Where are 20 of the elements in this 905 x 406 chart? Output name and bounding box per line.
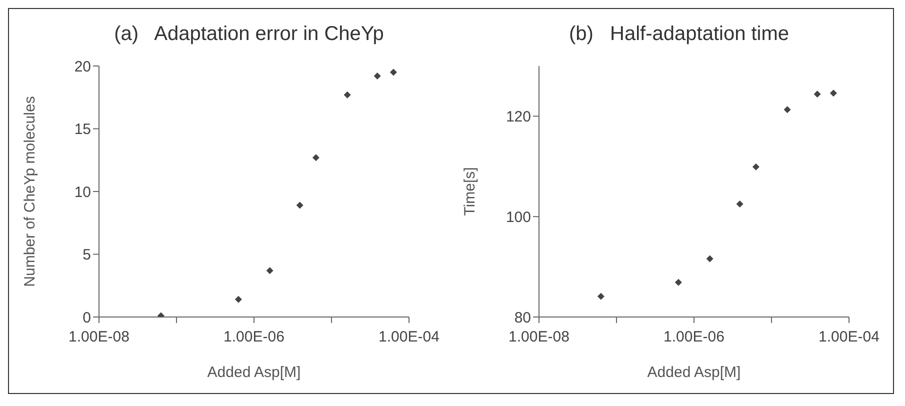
x-axis-title: Added Asp[M] — [207, 364, 301, 381]
y-tick-label: 15 — [74, 121, 91, 138]
x-tick-label: 1.00E-06 — [664, 328, 724, 346]
x-tick-label: 1.00E-08 — [68, 328, 130, 346]
y-tick-label: 120 — [506, 108, 531, 126]
chart-title: (a) Adaptation error in CheYp — [113, 23, 385, 46]
x-tick-label: 1.00E-08 — [508, 328, 570, 346]
y-tick-label: 0 — [82, 309, 91, 326]
y-tick-label: 100 — [506, 208, 531, 226]
x-tick-label: 1.00E-04 — [378, 328, 440, 346]
y-tick-label: 20 — [74, 58, 91, 76]
chart-title: (b) Half-adaptation time — [568, 23, 790, 46]
x-tick-label: 1.00E-04 — [818, 328, 880, 346]
x-tick-label: 1.00E-06 — [224, 328, 284, 346]
y-axis-title: Number of CheYp molecules — [21, 96, 38, 287]
y-tick-label: 80 — [514, 309, 531, 326]
y-tick-label: 10 — [74, 184, 91, 201]
y-tick-label: 5 — [82, 246, 91, 264]
y-axis-title: Time[s] — [461, 167, 478, 216]
x-axis-title: Added Asp[M] — [647, 364, 741, 381]
